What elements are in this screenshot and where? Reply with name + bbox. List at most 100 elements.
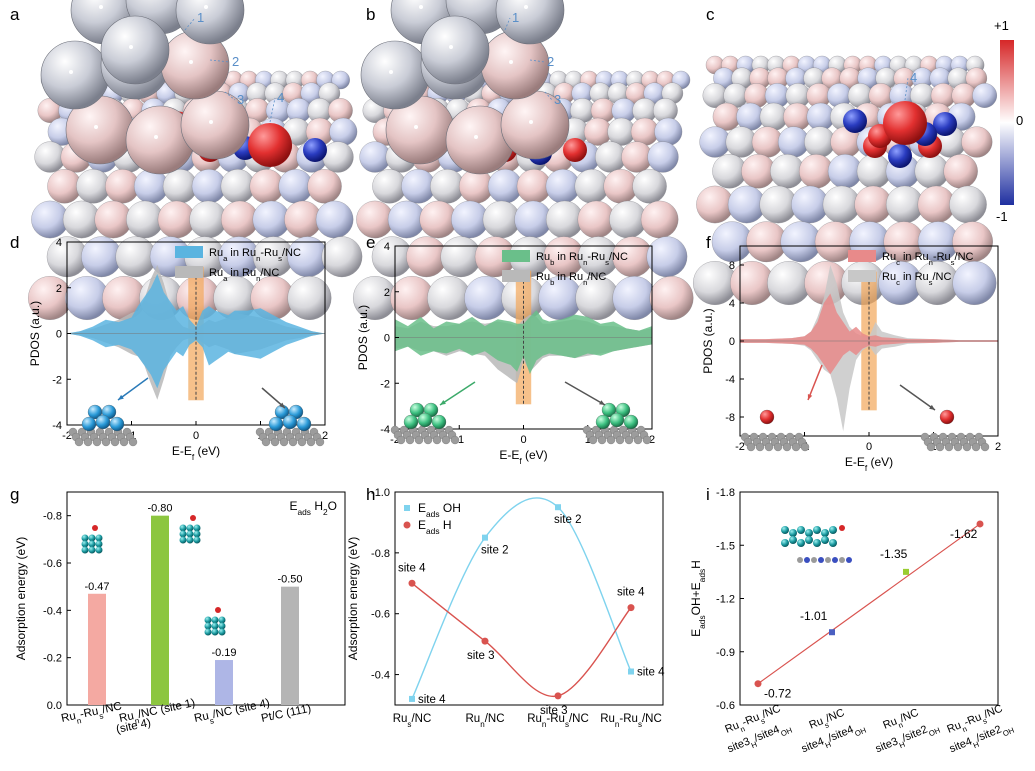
panel-letter-d: d	[10, 233, 19, 252]
ru-cluster-atom	[360, 40, 430, 110]
substrate-atom	[654, 117, 683, 146]
legend-entry: Rua in Run/NC	[209, 267, 279, 283]
category-label-part: n	[134, 716, 140, 726]
substrate-atom	[647, 141, 679, 173]
x-axis-label-part: E-E	[172, 444, 192, 458]
category-label-2-part: /site4	[752, 723, 781, 744]
inset-left-atom	[417, 412, 433, 428]
atom-highlight	[524, 5, 528, 9]
atom-highlight	[419, 5, 423, 9]
legend-entry-part: /NC	[282, 247, 301, 259]
inset-molecule-1-atom	[95, 546, 103, 554]
panel-letter-i: i	[706, 485, 710, 504]
colorbar-mid-label: 0	[1016, 113, 1023, 128]
inset-right-atom	[595, 414, 611, 430]
y-axis-label-part: PDOS (a.u.)	[356, 305, 370, 370]
inset-left-substrate	[119, 437, 129, 447]
legend-entry-part: s	[605, 258, 609, 267]
series-point	[628, 668, 634, 675]
inset-left-atom	[81, 416, 97, 432]
y-axis-label: Adsorption energy (eV)	[14, 537, 28, 660]
inset-right-substrate	[953, 442, 963, 452]
inset-molecule-1-atom	[88, 546, 96, 554]
category-label-part: n	[897, 720, 904, 730]
bar-3	[281, 586, 299, 705]
inset-molecule-atom	[813, 539, 821, 547]
legend-entry-part: Ru	[209, 247, 223, 259]
ru-single-atom	[883, 101, 927, 145]
inset-left-substrate	[423, 435, 433, 445]
x-axis-label-part: (eV)	[867, 455, 893, 469]
atom-highlight	[449, 45, 453, 49]
inset-left-substrate	[396, 435, 406, 445]
y-axis-label: Adsorption energy (eV)	[346, 537, 360, 660]
substrate-atom	[961, 126, 993, 158]
inset-oxygen	[839, 525, 845, 531]
atom-highlight	[69, 70, 73, 74]
adsorption-bar-chart-g: -0.47 -0.80 -0.19 -0.50 -0.8 -0.6 -0.4 -0.2 0.0 A…	[14, 491, 346, 736]
inset-left-substrate	[746, 442, 756, 452]
substrate-atom	[331, 70, 350, 90]
substrate-atom	[307, 169, 342, 204]
scatter-point	[829, 629, 835, 636]
category-label-2-part: H	[750, 739, 759, 749]
legend-entry-part: in Ru	[900, 251, 929, 263]
series-point	[409, 695, 415, 702]
y-tick-label: 4	[384, 241, 390, 253]
site-label-4: 4	[910, 70, 917, 85]
site-label-1-leader	[184, 17, 196, 31]
y-tick-label: 2	[56, 283, 62, 295]
legend-entry: Rub in Run/NC	[536, 271, 606, 287]
legend-entry-part: n	[583, 258, 587, 267]
atom-highlight	[509, 60, 513, 64]
site-label-4: 4	[277, 90, 284, 105]
pdos-series-area	[67, 274, 325, 389]
panel-letter-a: a	[10, 5, 20, 24]
x-tick-label: 2	[649, 434, 655, 446]
legend-entry-part: c	[896, 278, 900, 287]
series-line-0	[411, 497, 632, 700]
y-axis-label: PDOS (a.u.)	[356, 305, 370, 370]
series-line-1	[411, 582, 632, 697]
point-site-label: site 4	[617, 587, 645, 599]
doped-atom	[843, 109, 867, 133]
y-tick-label: -2	[380, 378, 390, 390]
inset-molecule-1-atom	[88, 540, 96, 548]
y-axis-label-part: H	[689, 560, 703, 569]
category-label-part: -Ru	[740, 711, 761, 729]
x-tick-label: 2	[322, 430, 328, 442]
inset-left-substrate	[764, 442, 774, 452]
series-point	[554, 692, 562, 700]
legend-entry-part: Ru	[536, 271, 550, 283]
legend-entry-part: /NC	[260, 267, 279, 279]
y-tick-label: -1.8	[716, 487, 735, 499]
x-axis-label-part: (eV)	[522, 448, 548, 462]
inset-arrow-left	[807, 364, 823, 401]
inset-right-substrate	[306, 437, 316, 447]
bar-value-label: -0.80	[147, 503, 172, 515]
legend-entry-part: -Ru	[260, 247, 278, 259]
legend-entry: Rub in Run-Rus/NC	[536, 251, 628, 267]
substrate-atom	[322, 141, 354, 173]
category-label-2-part: site4	[948, 735, 974, 755]
inset-left-substrate	[782, 442, 792, 452]
inset-right-atom	[268, 416, 284, 432]
legend-entry-part: in Ru	[900, 271, 929, 283]
inset-left-substrate	[800, 442, 810, 452]
inset-molecule-atom	[813, 526, 821, 534]
y-tick-label: 4	[729, 298, 735, 310]
y-tick-label: 0	[729, 336, 735, 348]
point-site-label: site 3	[467, 650, 495, 662]
site-label-3: 3	[237, 92, 244, 107]
inset-molecule-2-atom	[193, 536, 201, 544]
inset-left-substrate	[450, 435, 460, 445]
category-label-2-part: H	[824, 739, 833, 749]
inset-molecule-atom	[789, 529, 797, 537]
scatter-point	[754, 680, 762, 688]
legend-entry-part: E	[418, 518, 426, 532]
series-point	[481, 637, 489, 645]
ru-cluster-atom	[175, 0, 245, 45]
legend-entry-part: Ru	[209, 267, 223, 279]
y-axis-label-part: Adsorption energy (eV)	[14, 537, 28, 660]
inset-left-atom	[403, 414, 419, 430]
